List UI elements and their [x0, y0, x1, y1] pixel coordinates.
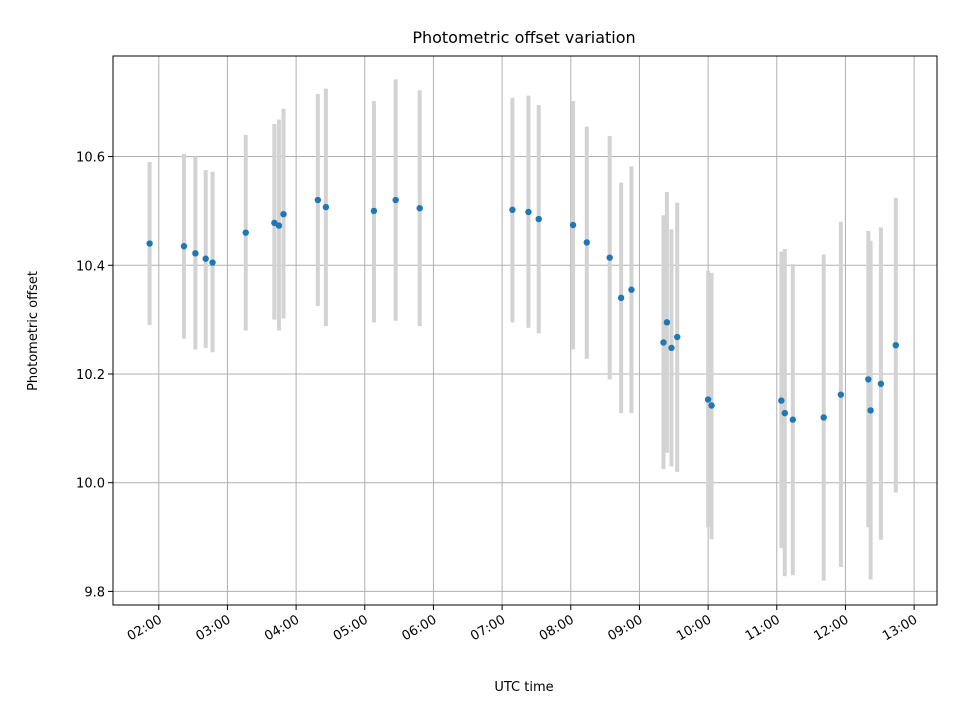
plot-frame — [112, 55, 938, 606]
data-point — [509, 206, 516, 214]
x-tick-label: 09:00 — [605, 612, 645, 644]
chart-title: Photometric offset variation — [412, 28, 635, 47]
y-axis-ticks: 9.8 10.0 10.2 10.4 10.6 — [76, 151, 113, 600]
y-tick-label: 10.4 — [76, 259, 105, 274]
data-point — [704, 396, 712, 403]
data-point — [892, 341, 899, 349]
data-point — [837, 391, 845, 398]
x-tick-label: 08:00 — [537, 612, 577, 644]
data-point — [778, 397, 785, 404]
y-axis-label: Photometric offset — [26, 271, 41, 391]
errorbar-layer — [147, 79, 898, 581]
data-point — [322, 203, 330, 211]
x-tick-label: 07:00 — [468, 612, 508, 644]
y-tick-label: 10.0 — [76, 477, 105, 492]
data-point — [146, 240, 153, 247]
data-point — [180, 243, 188, 250]
x-axis-label: UTC time — [494, 680, 553, 695]
data-point — [781, 409, 788, 417]
y-tick-label: 9.8 — [84, 585, 105, 600]
data-point — [628, 286, 635, 293]
data-point — [280, 210, 287, 218]
data-point — [674, 333, 681, 341]
data-point — [202, 255, 209, 262]
x-tick-label: 13:00 — [880, 612, 920, 644]
grid-layer — [113, 56, 937, 605]
data-point — [275, 222, 283, 229]
data-point — [583, 239, 590, 246]
data-point — [392, 196, 399, 204]
x-axis-ticks: 02:00 03:00 04:00 05:00 06:00 07:00 08:00 09:00… — [125, 605, 920, 644]
x-tick-label: 06:00 — [399, 612, 439, 644]
data-point — [370, 207, 378, 215]
x-tick-label: 03:00 — [193, 612, 233, 644]
y-tick-label: 10.2 — [76, 368, 105, 383]
x-tick-label: 02:00 — [125, 612, 165, 644]
data-point — [708, 402, 715, 409]
data-point — [242, 229, 249, 236]
data-point — [877, 380, 885, 387]
data-point — [209, 259, 216, 266]
data-point — [569, 221, 577, 229]
data-point — [660, 339, 667, 346]
x-tick-label: 04:00 — [262, 612, 302, 644]
point-layer — [146, 196, 899, 423]
x-tick-label: 11:00 — [743, 612, 783, 644]
data-point — [416, 204, 423, 212]
y-tick-label: 10.6 — [76, 151, 105, 166]
data-point — [525, 208, 532, 216]
data-point — [606, 254, 613, 261]
data-point — [617, 294, 625, 302]
x-tick-label: 10:00 — [674, 612, 714, 644]
data-point — [668, 344, 675, 352]
data-point — [867, 407, 874, 414]
data-point — [820, 414, 827, 421]
x-tick-label: 05:00 — [331, 612, 371, 644]
data-point — [314, 196, 322, 204]
data-point — [865, 376, 872, 383]
data-point — [663, 319, 671, 326]
data-point — [789, 416, 796, 423]
data-point — [192, 250, 199, 257]
data-point — [535, 215, 542, 223]
x-tick-label: 12:00 — [811, 612, 851, 644]
